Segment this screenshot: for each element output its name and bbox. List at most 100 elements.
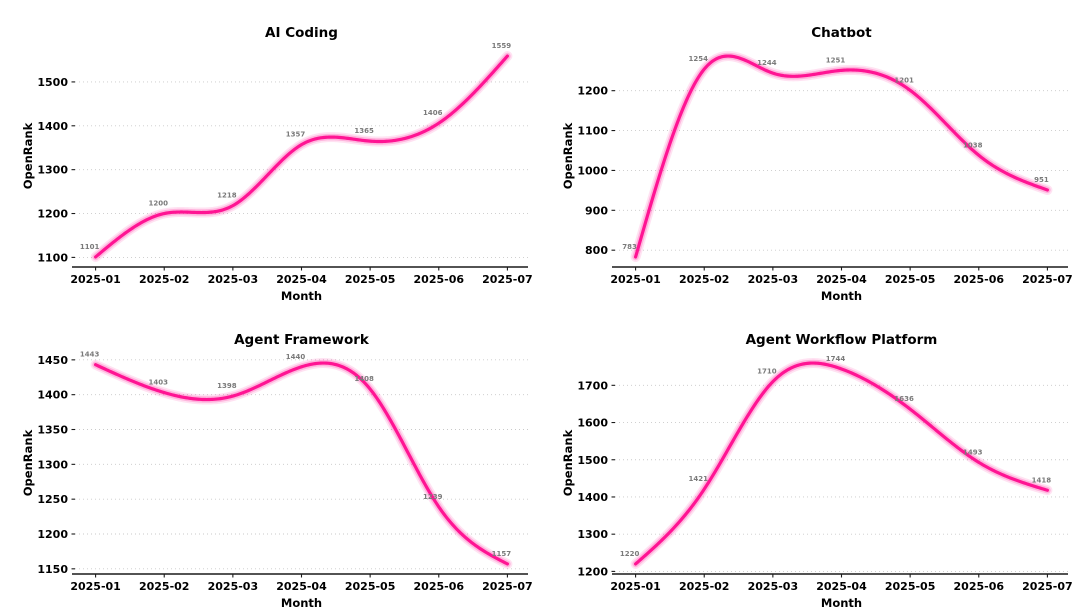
- y-tick-label: 1300: [577, 528, 608, 541]
- trend-line: [93, 361, 510, 566]
- y-tick-label: 800: [585, 244, 608, 257]
- x-tick-label: 2025-05: [345, 273, 396, 286]
- plot-area: 1200 1300 1400 1500 1600 1700 2025-01 2025-02 20…: [577, 355, 1073, 593]
- x-tick-label: 2025-01: [610, 273, 661, 286]
- chart-title: Agent Workflow Platform: [745, 332, 938, 348]
- y-tick-label: 1600: [577, 417, 608, 430]
- x-tick-label: 2025-02: [139, 273, 190, 286]
- y-tick-label: 1400: [577, 491, 608, 504]
- trend-line: [633, 361, 1050, 566]
- y-tick-label: 1500: [37, 76, 68, 89]
- point-value-label: 1559: [492, 42, 512, 50]
- trend-line-glow: [92, 359, 511, 568]
- y-tick-label: 1250: [37, 493, 68, 506]
- plot-area: 800 900 1000 1100 1200 2025-01 2025-02 2025-03 2…: [577, 51, 1073, 286]
- chart-title: Chatbot: [811, 25, 872, 41]
- x-axis-label: Month: [280, 596, 323, 610]
- x-tick-label: 2025-07: [1022, 273, 1073, 286]
- chart-panel: AI Coding OpenRank 1100 1200 1300 1400 1500 2…: [0, 0, 540, 307]
- x-axis-label: Month: [280, 289, 323, 303]
- trend-line: [633, 54, 1050, 259]
- point-value-label: 1406: [423, 109, 443, 117]
- x-tick-label: 2025-02: [679, 273, 730, 286]
- y-tick-label: 1700: [577, 379, 608, 392]
- point-value-label: 1220: [620, 550, 640, 558]
- chart-panel: Chatbot OpenRank 800 900 1000 1100 1200 2025-…: [540, 0, 1080, 307]
- y-tick-label: 1450: [37, 354, 68, 367]
- x-axis-label: Month: [820, 596, 863, 610]
- y-tick-label: 1350: [37, 424, 68, 437]
- point-value-label: 1254: [688, 55, 708, 63]
- y-tick-label: 1200: [37, 528, 68, 541]
- point-value-label: 1365: [354, 127, 374, 135]
- x-tick-label: 2025-02: [679, 580, 730, 593]
- chart-title: AI Coding: [265, 25, 338, 41]
- chart-panel: Agent Workflow Platform OpenRank 1200 130…: [540, 307, 1080, 614]
- y-axis-label: OpenRank: [561, 429, 575, 497]
- x-tick-label: 2025-03: [208, 580, 259, 593]
- point-value-label: 1710: [757, 368, 777, 376]
- y-tick-label: 1200: [37, 208, 68, 221]
- y-tick-label: 1400: [37, 389, 68, 402]
- x-tick-label: 2025-05: [885, 273, 936, 286]
- x-tick-label: 2025-05: [345, 580, 396, 593]
- y-tick-label: 1100: [577, 125, 608, 138]
- y-tick-label: 1300: [37, 458, 68, 471]
- y-tick-label: 1100: [37, 251, 68, 264]
- point-value-label: 1421: [688, 475, 708, 483]
- y-axis-label: OpenRank: [21, 429, 35, 497]
- y-axis-label: OpenRank: [561, 122, 575, 190]
- x-tick-label: 2025-01: [70, 273, 121, 286]
- x-tick-label: 2025-04: [276, 273, 327, 286]
- x-tick-label: 2025-05: [885, 580, 936, 593]
- point-value-label: 1403: [148, 379, 168, 387]
- chart-panel: Agent Framework OpenRank 1150 1200 1250 130…: [0, 307, 540, 614]
- x-tick-label: 2025-07: [1022, 580, 1073, 593]
- y-tick-label: 1300: [37, 164, 68, 177]
- x-tick-label: 2025-06: [414, 273, 465, 286]
- point-value-label: 1398: [217, 382, 237, 390]
- point-value-label: 1443: [80, 351, 100, 359]
- x-tick-label: 2025-04: [816, 580, 867, 593]
- x-tick-label: 2025-06: [954, 273, 1005, 286]
- y-axis-label: OpenRank: [21, 122, 35, 190]
- x-tick-label: 2025-04: [816, 273, 867, 286]
- point-value-label: 1408: [354, 375, 374, 383]
- point-value-label: 1493: [963, 448, 983, 456]
- y-tick-label: 1400: [37, 120, 68, 133]
- trend-line: [93, 54, 510, 259]
- trend-line-glow: [630, 51, 1053, 262]
- y-tick-label: 1000: [577, 164, 608, 177]
- x-tick-label: 2025-06: [414, 580, 465, 593]
- y-tick-label: 1200: [577, 85, 608, 98]
- y-tick-label: 900: [585, 204, 608, 217]
- plot-area: 1150 1200 1250 1300 1350 1400 1450 2025-01 2025-…: [37, 351, 533, 593]
- x-tick-label: 2025-01: [610, 580, 661, 593]
- trend-line-glow: [90, 51, 513, 262]
- point-value-label: 1357: [286, 131, 306, 139]
- x-tick-label: 2025-03: [208, 273, 259, 286]
- point-value-label: 783: [622, 243, 637, 251]
- trend-line-glow: [632, 359, 1051, 568]
- x-tick-label: 2025-01: [70, 580, 121, 593]
- point-value-label: 1157: [492, 550, 512, 558]
- point-value-label: 1239: [423, 493, 443, 501]
- point-value-label: 1101: [80, 243, 100, 251]
- x-tick-label: 2025-06: [954, 580, 1005, 593]
- point-value-label: 1038: [963, 141, 983, 149]
- x-tick-label: 2025-03: [748, 273, 799, 286]
- trend-line-glow: [92, 52, 511, 261]
- x-tick-label: 2025-03: [748, 580, 799, 593]
- point-value-label: 1418: [1032, 476, 1052, 484]
- x-tick-label: 2025-02: [139, 580, 190, 593]
- point-value-label: 951: [1034, 176, 1049, 184]
- point-value-label: 1218: [217, 192, 237, 200]
- y-tick-label: 1200: [577, 565, 608, 578]
- point-value-label: 1744: [826, 355, 846, 363]
- point-value-label: 1440: [286, 353, 306, 361]
- y-tick-label: 1150: [37, 563, 68, 576]
- point-value-label: 1244: [757, 59, 777, 67]
- x-tick-label: 2025-07: [482, 580, 533, 593]
